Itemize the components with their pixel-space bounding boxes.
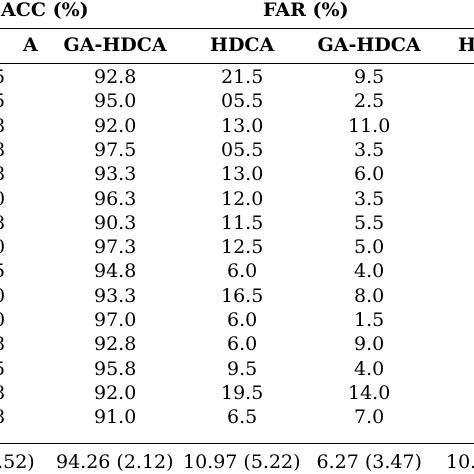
table-cell: 5 [0, 358, 5, 380]
table-cell: 05.5 [221, 138, 264, 161]
summary-cell: 5.52) [0, 451, 35, 473]
table-cell: 6.5 [227, 406, 258, 429]
far-group-header: FAR (%) [263, 0, 349, 21]
table-cell: 8 [0, 163, 5, 185]
table-cell: 5.5 [354, 211, 385, 234]
table-cell: 2.5 [354, 90, 385, 113]
table-cell: 6.0 [227, 333, 258, 356]
table-cell: 4.0 [354, 260, 385, 283]
table-cell: 11.5 [221, 211, 264, 234]
table-cell: 94.8 [94, 260, 137, 283]
table-cell: 0 [0, 188, 5, 210]
table-cell: 13.0 [221, 163, 264, 186]
table-cell: 05.5 [221, 90, 264, 113]
table-cell: 12.0 [221, 187, 264, 210]
table-cell: 92.0 [94, 114, 137, 137]
table-cell: 9.5 [354, 66, 385, 88]
table-cell: 8 [0, 333, 5, 355]
table-cell: 11.0 [348, 114, 391, 137]
table-cell: 13.0 [221, 114, 264, 137]
table-cell: 0 [0, 309, 5, 331]
table-cell: 5 [0, 260, 5, 282]
table-cell: 95.8 [94, 357, 137, 380]
column-header-rule [0, 63, 474, 64]
table-cell: 8 [0, 115, 5, 137]
summary-cell: 10.7 [446, 451, 474, 473]
table-cell: 92.8 [94, 333, 137, 356]
table-cell: 90.3 [94, 211, 137, 234]
table-cell: 8 [0, 212, 5, 234]
column-header: H [458, 34, 474, 56]
table-cell: 93.3 [94, 163, 137, 186]
table-cell: 93.3 [94, 284, 137, 307]
table-cell: 91.0 [94, 406, 137, 429]
table-cell: 19.5 [221, 381, 264, 404]
table-cell: 5.0 [354, 236, 385, 259]
table-cell: 0 [0, 236, 5, 258]
table-cell: 8.0 [354, 284, 385, 307]
table-cell: 9.0 [354, 333, 385, 356]
table-cell: 6.0 [227, 260, 258, 283]
table-cell: 97.5 [94, 138, 137, 161]
table-cell: 92.0 [94, 381, 137, 404]
table-cell: 3.5 [354, 187, 385, 210]
table-cell: 97.0 [94, 309, 137, 331]
table-cell: 7.0 [354, 406, 385, 429]
group-header-rule [0, 28, 474, 29]
table-cell: 95.0 [94, 90, 137, 113]
table-cell: 14.0 [348, 381, 391, 404]
table-cell: 6.0 [354, 163, 385, 186]
table-cell: 0 [0, 285, 5, 307]
table-cell: 16.5 [221, 284, 264, 307]
table-cell: 4.0 [354, 357, 385, 380]
table-cell: 12.5 [221, 236, 264, 259]
table-cell: 21.5 [221, 66, 264, 88]
table-cell: 8 [0, 406, 5, 428]
table-cell: 6.0 [227, 309, 258, 331]
summary-cell: 94.26 (2.12) [56, 451, 174, 473]
column-header: GA-HDCA [63, 34, 167, 56]
table-cell: 3.5 [354, 138, 385, 161]
table-cell: 9.5 [227, 357, 258, 380]
table-cell: 97.3 [94, 236, 137, 259]
table-cell: 8 [0, 139, 5, 161]
summary-rule [0, 443, 474, 444]
table-cell: 1.5 [354, 309, 385, 331]
summary-cell: 10.97 (5.22) [183, 451, 301, 473]
column-header: GA-HDCA [317, 34, 421, 56]
column-header: A [23, 34, 38, 56]
table-cell: 5 [0, 90, 5, 112]
summary-cell: 6.27 (3.47) [316, 451, 422, 473]
table-cell: 96.3 [94, 187, 137, 210]
table-cell: 92.8 [94, 66, 137, 88]
column-header: HDCA [210, 34, 275, 56]
table-cell: 8 [0, 382, 5, 404]
table-cell: 5 [0, 66, 5, 88]
acc-group-header: ACC (%) [1, 0, 89, 21]
